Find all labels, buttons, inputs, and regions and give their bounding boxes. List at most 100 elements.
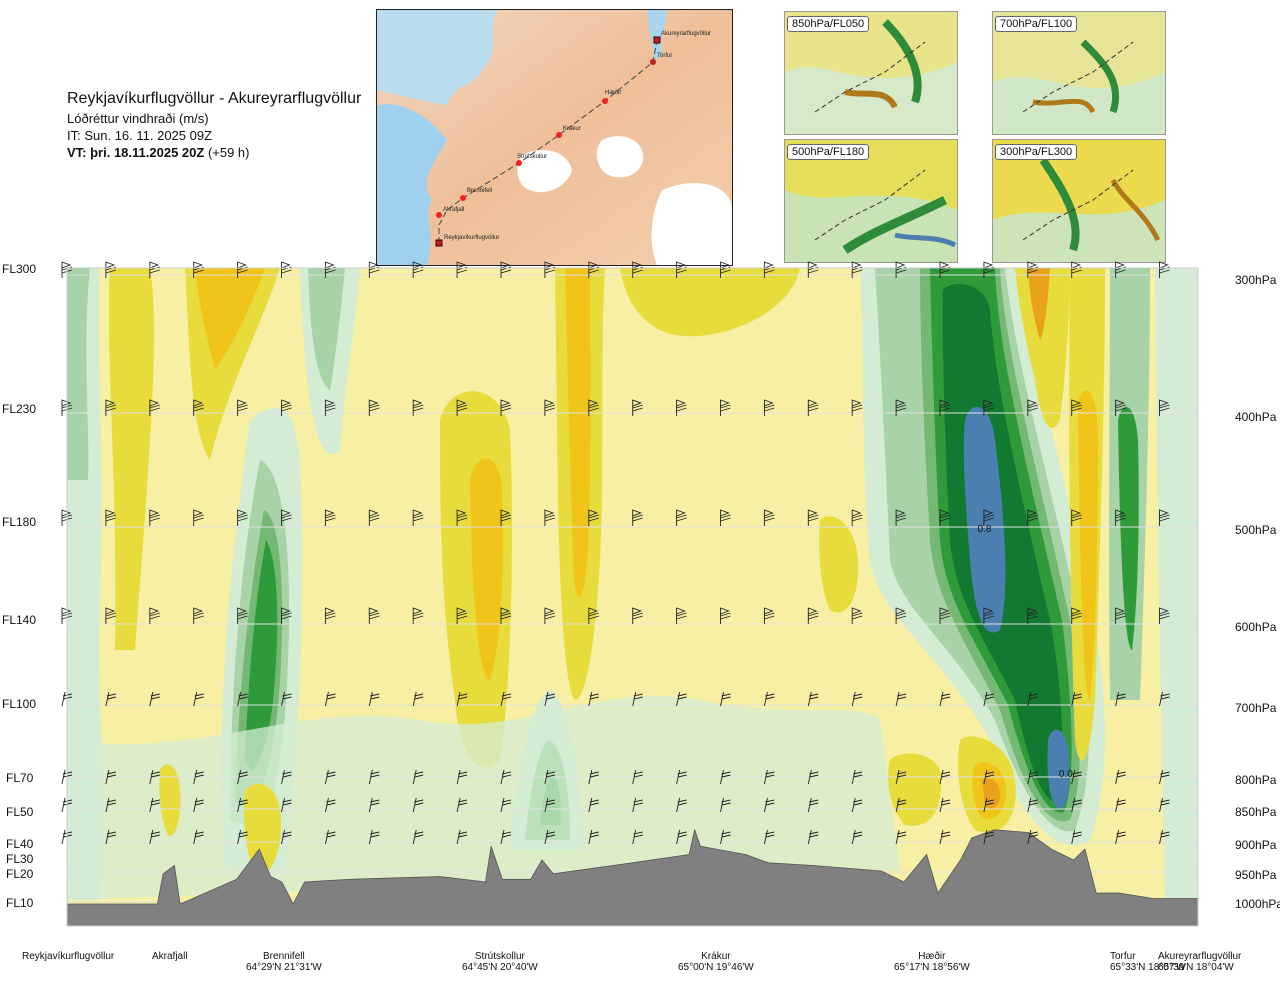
wind-barb xyxy=(544,691,556,707)
wind-barb xyxy=(544,509,556,526)
wind-barb xyxy=(456,607,468,624)
location-name: Reykjavíkurflugvöllur xyxy=(22,951,115,962)
contour-band xyxy=(565,268,591,597)
wind-barb xyxy=(281,769,292,785)
location-name: Hæðir xyxy=(918,951,946,962)
wind-barb xyxy=(149,509,160,526)
contour-band xyxy=(620,268,800,337)
location-label: Torfur 65°33'N 18°07'W xyxy=(1110,951,1186,973)
contour-band xyxy=(243,784,281,876)
pressure-label: 950hPa xyxy=(1235,868,1277,882)
valid-time: VT: þri. 18.11.2025 20Z (+59 h) xyxy=(67,144,361,161)
wind-barb xyxy=(105,399,117,416)
wind-barb xyxy=(237,769,248,785)
map-glacier-1 xyxy=(517,150,572,193)
contour-label: 0.8 xyxy=(978,524,992,535)
thumbnail-850[interactable]: 850hPa/FL050 xyxy=(784,11,958,135)
wind-barb xyxy=(544,607,556,624)
wind-barb xyxy=(1159,829,1170,845)
map-label-strutskollur: Strútskollur xyxy=(517,154,547,160)
wind-barb xyxy=(1115,607,1126,624)
contour-band xyxy=(1155,268,1198,900)
valid-time-bold: VT: þri. 18.11.2025 20Z xyxy=(67,145,205,160)
wind-barb xyxy=(588,691,599,707)
thumbnail-300[interactable]: 300hPa/FL300 xyxy=(992,139,1166,263)
pressure-label: 600hPa xyxy=(1235,620,1277,634)
wind-barb xyxy=(588,829,599,845)
wind-barb xyxy=(237,829,248,845)
wind-barb xyxy=(500,399,512,416)
pressure-label: 700hPa xyxy=(1235,701,1277,715)
wind-barb xyxy=(983,691,995,707)
location-coord: 64°29'N 21°31'W xyxy=(246,962,322,973)
wind-barb xyxy=(324,509,336,526)
wind-barb xyxy=(412,797,424,813)
pressure-label: 850hPa xyxy=(1235,805,1277,819)
wind-barb xyxy=(1115,691,1126,707)
flight-level-label: FL180 xyxy=(2,515,37,529)
map-glacier-3 xyxy=(651,182,732,265)
wind-barb xyxy=(193,797,204,813)
pressure-label: 300hPa xyxy=(1235,273,1277,287)
wind-barb xyxy=(412,691,424,707)
wind-barb xyxy=(412,829,424,845)
wind-barb xyxy=(368,691,380,707)
wind-barb xyxy=(500,509,512,526)
wind-barb xyxy=(983,607,995,624)
thumbnail-label: 700hPa/FL100 xyxy=(995,16,1078,32)
thumbnail-700[interactable]: 700hPa/FL100 xyxy=(992,11,1166,135)
contour-band xyxy=(1028,268,1050,340)
contour-band xyxy=(1015,268,1070,428)
wind-barb xyxy=(544,829,556,845)
flight-level-label: FL50 xyxy=(6,805,34,819)
wind-barb xyxy=(763,829,775,845)
wind-barb xyxy=(720,829,731,845)
wind-barb xyxy=(456,829,468,845)
location-coord: 65°17'N 18°56'W xyxy=(894,962,970,973)
wind-barb xyxy=(149,797,160,813)
contour-band xyxy=(67,268,90,480)
wind-barb xyxy=(1159,607,1170,624)
wind-barb xyxy=(281,829,292,845)
wind-barb xyxy=(500,829,512,845)
wind-barb xyxy=(193,607,204,624)
contour-band xyxy=(819,516,859,613)
wind-barb xyxy=(1159,769,1170,785)
terrain-profile xyxy=(66,828,1199,927)
wind-barb xyxy=(193,691,204,707)
wind-barb xyxy=(456,797,468,813)
wind-barb xyxy=(456,399,468,416)
route-map: Akureyrarflugvöllur Torfur Hæðir Krákur … xyxy=(376,9,733,266)
location-coord: 65°33'N 18°07'W xyxy=(1110,962,1186,973)
wind-barb xyxy=(807,509,819,526)
wind-barb xyxy=(720,797,731,813)
pressure-label: 900hPa xyxy=(1235,838,1277,852)
issue-time: IT: Sun. 16. 11. 2025 09Z xyxy=(67,128,213,143)
waypoint-marker xyxy=(602,98,608,104)
map-label-brennifell: Brennifell xyxy=(467,188,492,194)
wind-barb xyxy=(807,607,819,624)
wind-barb xyxy=(1115,399,1126,416)
thumbnail-label: 500hPa/FL180 xyxy=(787,144,870,160)
thumbnail-500[interactable]: 500hPa/FL180 xyxy=(784,139,958,263)
wind-barb xyxy=(1027,829,1038,845)
wind-barb xyxy=(983,399,995,416)
wind-barb xyxy=(1115,509,1126,526)
map-fjord xyxy=(647,10,667,60)
wind-barb xyxy=(895,607,907,624)
flight-level-label: FL10 xyxy=(6,896,34,910)
wind-barb xyxy=(412,769,424,785)
wind-barb xyxy=(632,797,643,813)
wind-barb xyxy=(895,691,907,707)
wind-barb xyxy=(939,509,951,526)
location-label: Hæðir 65°17'N 18°56'W xyxy=(894,951,970,973)
wind-barb xyxy=(412,399,424,416)
waypoint-marker xyxy=(435,239,443,247)
wind-barb xyxy=(368,399,380,416)
contour-panel xyxy=(67,268,1198,926)
wind-barb xyxy=(983,797,995,813)
wind-barb xyxy=(720,399,731,416)
wind-barb xyxy=(763,691,775,707)
wind-barb xyxy=(193,509,204,526)
wind-barb xyxy=(149,829,160,845)
